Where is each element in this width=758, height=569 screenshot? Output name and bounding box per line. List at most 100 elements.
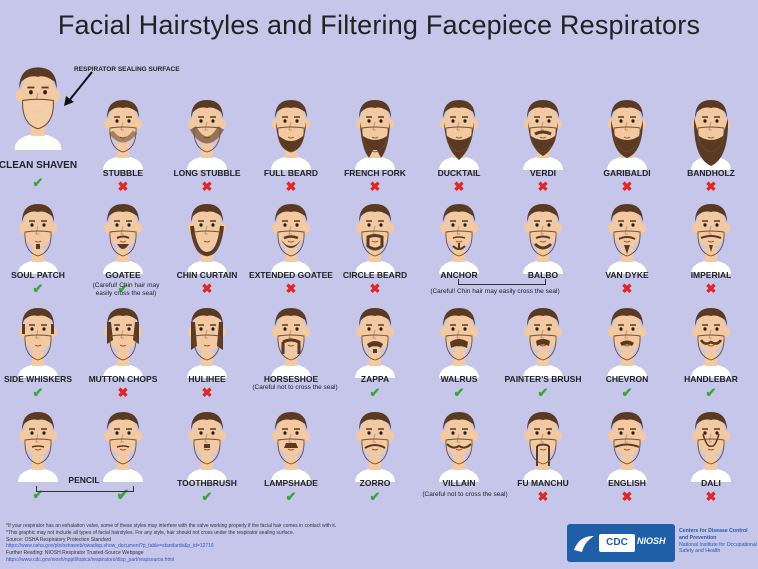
footer-link1[interactable]: https://www.osha.gov/pls/oshaweb/owadisp… [6, 543, 214, 550]
face-illustration [523, 308, 563, 378]
pencil-bracket [36, 486, 134, 492]
check-icon: ✔ [32, 281, 44, 296]
villain-note: (Careful not to cross the seal) [422, 491, 508, 498]
hairstyle-label: DALI [701, 478, 721, 488]
cdc-banner: CDC NIOSH [567, 524, 675, 562]
face-wrapper [99, 404, 147, 487]
hairstyle-label: VAN DYKE [605, 270, 649, 280]
face-wrapper [687, 404, 735, 487]
hairstyle-cell [165, 196, 249, 296]
hairstyle-label: FU MANCHU [517, 478, 569, 488]
face-wrapper [99, 92, 147, 175]
hairstyle-label: ZORRO [359, 478, 391, 488]
hairstyle-label: STUBBLE [102, 168, 144, 178]
face-illustration [439, 204, 479, 274]
hhs-eagle-icon [574, 536, 594, 552]
hairstyle-cell [81, 300, 165, 400]
check-icon: ✔ [453, 385, 465, 400]
face-wrapper [183, 300, 231, 383]
footer-link2[interactable]: https://www.cdc.gov/niosh/npptl/topics/r… [6, 556, 175, 563]
face-wrapper [99, 196, 147, 279]
face-wrapper [351, 92, 399, 175]
face-illustration [607, 100, 647, 170]
hairstyle-cell [249, 92, 333, 192]
face-illustration [14, 67, 62, 150]
hairstyle-cell [585, 196, 669, 296]
hairstyle-label: DUCKTAIL [437, 168, 481, 178]
cross-icon: ✖ [117, 385, 129, 400]
anchor-balbo-note: (Careful! Chin hair may easily cross the… [430, 288, 560, 295]
cross-icon: ✖ [537, 489, 549, 504]
goatee-note: (Careful! Chin hair may easily cross the… [92, 282, 160, 298]
face-illustration [103, 100, 143, 170]
cross-icon: ✖ [453, 179, 465, 194]
hairstyle-cell [585, 300, 669, 400]
face-wrapper [435, 196, 483, 279]
hairstyle-cell [669, 404, 753, 504]
hairstyle-label: CIRCLE BEARD [342, 270, 408, 280]
cross-icon: ✖ [201, 385, 213, 400]
cross-icon: ✖ [201, 179, 213, 194]
check-icon: ✔ [32, 487, 44, 502]
check-icon: ✔ [369, 489, 381, 504]
face-illustration [523, 204, 563, 274]
face-illustration [18, 204, 58, 274]
hairstyle-label: VILLAIN [442, 478, 476, 488]
hairstyle-cell [333, 196, 417, 296]
cross-icon: ✖ [201, 281, 213, 296]
cdc-org-text: Centers for Disease Control and Preventi… [679, 528, 757, 555]
cross-icon: ✖ [621, 179, 633, 194]
face-wrapper [267, 92, 315, 175]
face-illustration [355, 100, 395, 170]
face-wrapper [183, 196, 231, 279]
page-title: Facial Hairstyles and Filtering Facepiec… [57, 10, 701, 40]
cross-icon: ✖ [369, 179, 381, 194]
face-illustration [607, 204, 647, 274]
hairstyle-label: GARIBALDI [603, 168, 651, 178]
hairstyle-label: LONG STUBBLE [173, 168, 241, 178]
face-wrapper [687, 300, 735, 383]
hairstyle-cell [333, 92, 417, 192]
face-illustration [271, 204, 311, 274]
hairstyle-cell [669, 300, 753, 400]
hairstyle-label: LAMPSHADE [264, 478, 318, 488]
pencil-label: PENCIL [68, 475, 100, 485]
anchor-balbo-bracket [458, 279, 546, 285]
face-illustration [691, 412, 731, 482]
hairstyle-cell [0, 58, 80, 158]
hairstyle-cell [417, 404, 501, 504]
check-icon: ✔ [705, 385, 717, 400]
face-wrapper [603, 92, 651, 175]
hairstyle-label: TOOTHBRUSH [177, 478, 237, 488]
face-illustration [187, 412, 227, 482]
footer-line1: *If your respirator has an exhalation va… [6, 523, 337, 529]
hairstyle-label: ENGLISH [608, 478, 646, 488]
hairstyle-label: CLEAN SHAVEN [0, 160, 78, 171]
check-icon: ✔ [621, 385, 633, 400]
face-illustration [523, 412, 563, 482]
face-wrapper [99, 300, 147, 383]
hairstyle-cell [249, 300, 333, 400]
hairstyle-cell [585, 92, 669, 192]
hairstyle-cell [333, 300, 417, 400]
face-wrapper [603, 300, 651, 383]
hairstyle-label: WALRUS [440, 374, 478, 384]
check-icon: ✔ [285, 489, 297, 504]
face-illustration [187, 100, 227, 170]
face-illustration [691, 308, 731, 378]
hairstyle-cell [585, 404, 669, 504]
hairstyle-cell [501, 404, 585, 504]
face-illustration [271, 100, 311, 170]
face-illustration [607, 412, 647, 482]
face-wrapper [183, 92, 231, 175]
hairstyle-label: HULIHEE [188, 374, 226, 384]
footer-line2: *This graphic may not include all types … [6, 529, 295, 536]
check-icon: ✔ [369, 385, 381, 400]
face-illustration [355, 412, 395, 482]
cross-icon: ✖ [285, 281, 297, 296]
hairstyle-cell [0, 404, 80, 504]
hairstyle-label: IMPERIAL [690, 270, 732, 280]
hairstyle-cell [669, 92, 753, 192]
face-illustration [271, 412, 311, 482]
hairstyle-cell [81, 404, 165, 504]
